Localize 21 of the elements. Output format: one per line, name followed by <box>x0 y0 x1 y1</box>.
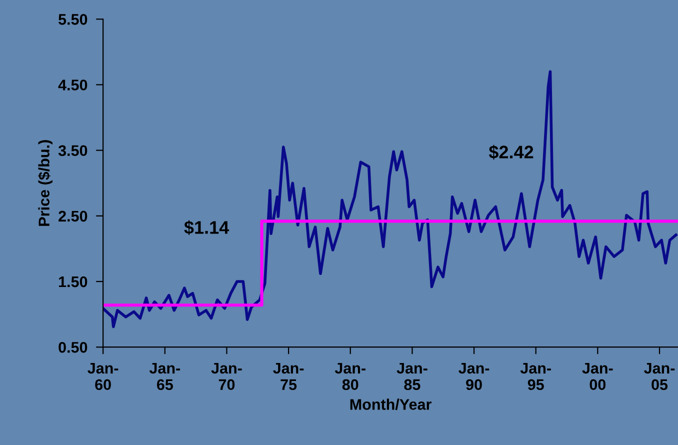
x-tick-label: Jan- 65 <box>149 362 180 390</box>
y-tick-label: 4.50 <box>58 80 88 90</box>
x-tick-label: Jan- 60 <box>88 362 118 390</box>
y-tick-label: 0.50 <box>58 342 88 353</box>
annotation: $1.14 <box>184 220 230 236</box>
x-tick-label: Jan- 05 <box>644 362 675 390</box>
annotation: $2.42 <box>488 144 534 160</box>
x-tick-label: Jan- 95 <box>520 362 551 390</box>
x-tick-label: Jan- 90 <box>458 362 490 390</box>
x-tick-label: Jan- 85 <box>396 362 428 390</box>
y-tick-label: 5.50 <box>58 14 88 25</box>
x-axis-title: Month/Year <box>350 398 432 410</box>
x-tick-label: Jan- 00 <box>582 362 613 390</box>
x-tick-label: Jan- 75 <box>273 362 304 390</box>
x-tick-label: Jan- 80 <box>334 362 366 390</box>
line-series <box>103 70 678 328</box>
y-tick-label: 2.50 <box>58 210 88 222</box>
x-tick-label: Jan- 70 <box>211 362 242 390</box>
y-axis-title: Price ($/bu.) <box>38 140 52 226</box>
y-tick-label: 3.50 <box>58 145 88 156</box>
y-tick-label: 1.50 <box>59 276 88 288</box>
